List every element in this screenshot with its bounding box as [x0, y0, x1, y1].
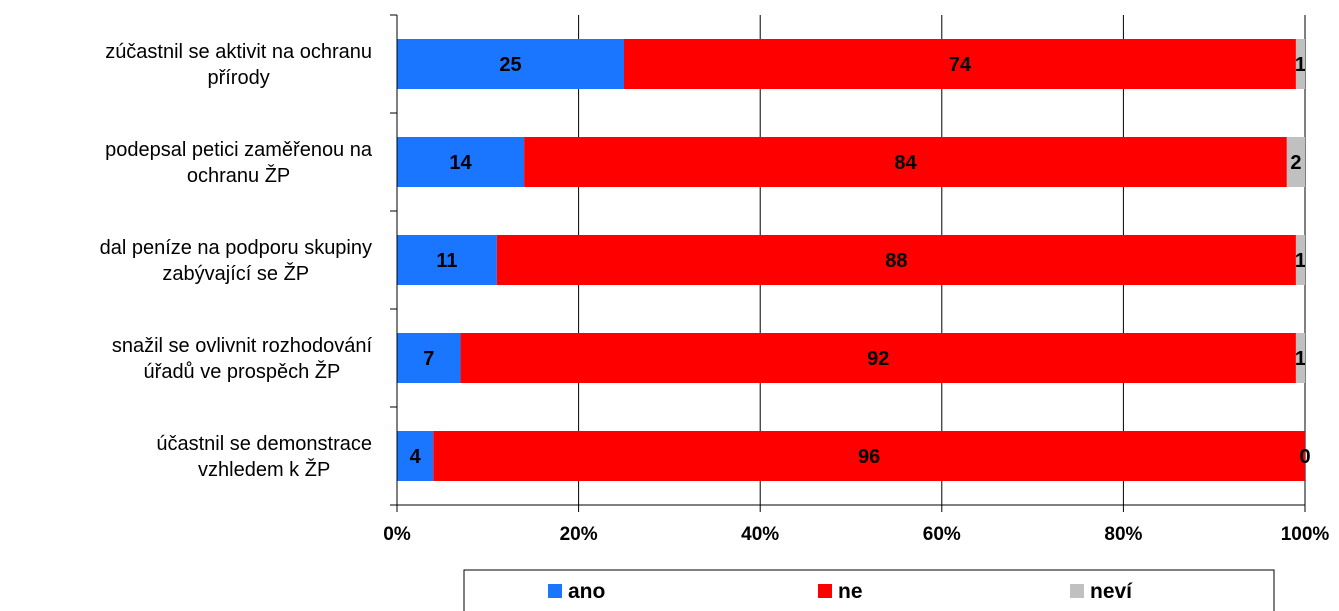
- bar-segment-neví: [1295, 39, 1305, 89]
- category-label-line: podepsal petici zaměřenou na: [105, 139, 373, 161]
- category-label: zúčastnil se aktivit na ochranu přírody: [105, 41, 372, 89]
- x-tick-label: 80%: [1104, 524, 1142, 545]
- x-tick-labels: 0% 20% 40% 60% 80% 100%: [383, 524, 1329, 545]
- data-label: 96: [858, 446, 880, 468]
- bar-segment-ano: [397, 431, 434, 481]
- data-label: 11: [436, 250, 457, 272]
- axes: [390, 14, 1306, 512]
- data-label: 7: [423, 348, 434, 370]
- x-tick-label: 40%: [741, 524, 779, 545]
- bar-segment-ne: [433, 431, 1305, 481]
- data-label: 1: [1295, 348, 1306, 370]
- category-label: podepsal petici zaměřenou na ochranu ŽP: [105, 139, 373, 187]
- x-tick-label: 100%: [1281, 524, 1330, 545]
- bar-segment-neví: [1295, 235, 1305, 285]
- bar-segment-neví: [1295, 333, 1305, 383]
- legend-label: ano: [568, 580, 605, 603]
- legend-swatch-ne: [818, 584, 832, 598]
- category-label-line: ochranu ŽP: [187, 164, 290, 187]
- category-label: snažil se ovlivnit rozhodování úřadů ve p…: [112, 335, 373, 383]
- category-label-line: úřadů ve prospěch ŽP: [144, 360, 341, 383]
- category-label-line: vzhledem k ŽP: [198, 458, 330, 481]
- category-labels: zúčastnil se aktivit na ochranu přírody po…: [100, 41, 373, 481]
- bar-segment-ne: [496, 235, 1296, 285]
- legend-label: ne: [838, 580, 863, 603]
- category-label-line: účastnil se demonstrace: [156, 433, 372, 455]
- category-label-line: dal peníze na podporu skupiny: [100, 237, 372, 259]
- x-tick-label: 60%: [923, 524, 961, 545]
- data-label: 14: [449, 152, 472, 174]
- bar-segment-ano: [397, 333, 461, 383]
- data-label: 88: [885, 250, 907, 272]
- legend-swatch-neví: [1070, 584, 1084, 598]
- x-tick-label: 20%: [560, 524, 598, 545]
- bars: [397, 39, 1305, 481]
- bar-segment-ne: [460, 333, 1296, 383]
- data-label: 84: [894, 152, 917, 174]
- bar-segment-neví: [1286, 137, 1305, 187]
- bar-segment-ne: [524, 137, 1287, 187]
- data-label: 1: [1295, 250, 1306, 272]
- value-labels: 25 74 114 84 211 88 17 92 14 96 0: [410, 54, 1311, 468]
- bar-segment-ano: [397, 235, 497, 285]
- bar-segment-ne: [624, 39, 1296, 89]
- legend-box: [463, 569, 1275, 611]
- category-label-line: zúčastnil se aktivit na ochranu: [105, 41, 372, 63]
- category-label: účastnil se demonstrace vzhledem k ŽP: [156, 433, 372, 481]
- bar-segment-ano: [397, 137, 525, 187]
- category-label: dal peníze na podporu skupiny zabývající …: [100, 237, 372, 285]
- category-label-line: přírody: [207, 67, 269, 89]
- data-label: 2: [1290, 152, 1301, 174]
- x-tick-label: 0%: [383, 524, 411, 545]
- category-label-line: zabývající se ŽP: [162, 262, 309, 285]
- bar-segment-ano: [397, 39, 624, 89]
- legend-label: neví: [1090, 580, 1133, 603]
- data-label: 1: [1295, 54, 1306, 76]
- data-label: 74: [949, 54, 972, 76]
- data-label: 25: [499, 54, 521, 76]
- legend-swatch-ano: [548, 584, 562, 598]
- data-label: 4: [410, 446, 422, 468]
- legend: ano ne neví: [463, 569, 1275, 611]
- data-label: 0: [1299, 446, 1310, 468]
- data-label: 92: [867, 348, 889, 370]
- category-label-line: snažil se ovlivnit rozhodování: [112, 335, 373, 357]
